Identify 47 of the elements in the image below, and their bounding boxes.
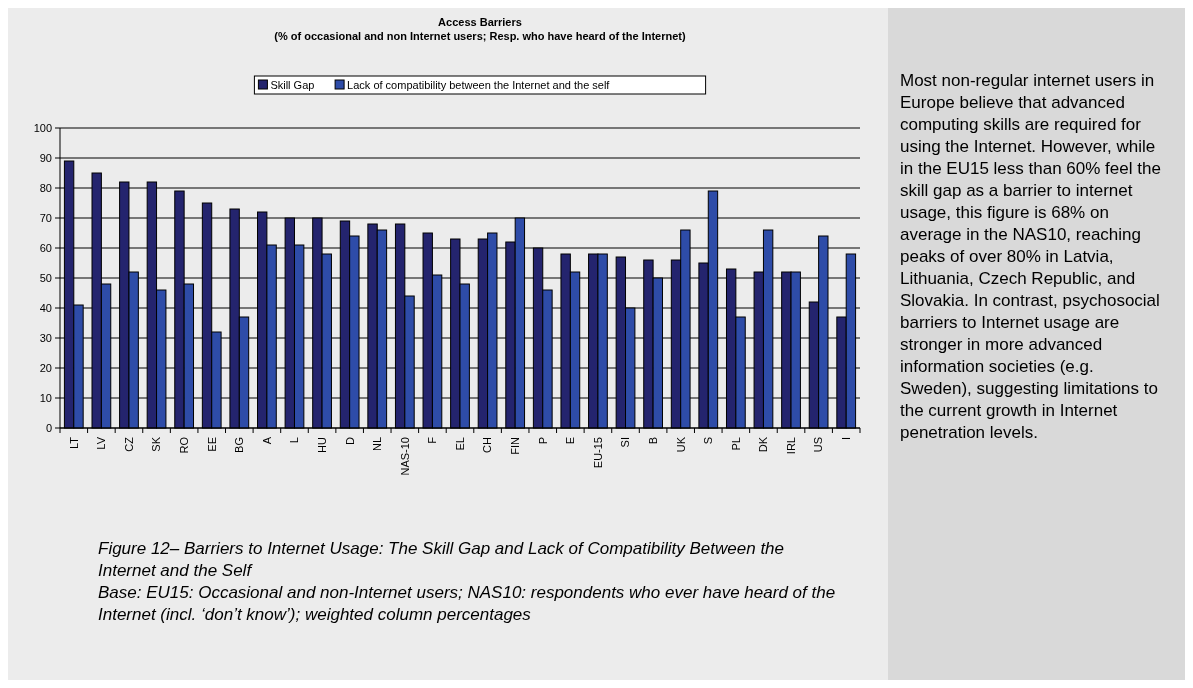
y-tick-label: 90 <box>39 151 52 164</box>
x-tick-label: IRL <box>784 437 797 455</box>
x-tick-label: RO <box>177 436 190 454</box>
x-tick-label: SK <box>150 436 163 452</box>
x-tick-label: B <box>646 437 659 445</box>
x-tick-label: P <box>536 437 549 445</box>
y-tick-label: 60 <box>39 241 52 254</box>
y-tick-label: 50 <box>39 271 52 284</box>
y-tick-label: 100 <box>33 121 52 134</box>
text: Most non-regular internet users in Europe believe that advanced computing skills are required for using the Internet. However, while in the EU15 less than 60% feel the skill gap as a barrier to internet usage, this figure is 68% on average in the NAS10, reaching peaks of over 80% in Latvia, Lithuania, Czech Republic, and Slovakia. In contrast, psychosocial barriers to Internet usage are stronger in more advanced information societies (e.g. Sweden), suggesting limitations to the current growth in Internet penetration levels. <box>900 71 1161 442</box>
x-tick-label: LT <box>67 436 80 450</box>
x-tick-label: SI <box>619 437 632 448</box>
x-tick-label: I <box>840 437 853 441</box>
x-tick-label: E <box>564 437 577 445</box>
y-tick-label: 20 <box>39 361 52 374</box>
y-tick-label: 80 <box>39 181 52 194</box>
x-tick-label: NL <box>371 437 384 452</box>
x-tick-label: EL <box>453 437 466 451</box>
x-tick-label: LV <box>95 436 108 450</box>
y-tick-label: 40 <box>39 301 52 314</box>
legend-label: Lack of compatibility between the Internet and the self <box>347 79 611 91</box>
caption: Figure 12– Barriers to Internet Usage: The Skill Gap and Lack of Compatibility Between the Internet and the Self <box>98 538 786 582</box>
x-tick-label: PL <box>729 437 742 451</box>
x-tick-label: A <box>260 436 273 445</box>
y-tick-label: 0 <box>45 421 52 434</box>
x-tick-label: CZ <box>122 436 135 452</box>
x-tick-label: NAS-10 <box>398 437 411 476</box>
text: Base: EU15: Occasional and non-Internet users; NAS10: respondents who ever have heard of the Internet (incl. ‘don’t know’); weighted column percentages <box>98 582 837 626</box>
y-tick-label: 70 <box>39 211 52 224</box>
legend-label: Skill Gap <box>270 79 315 91</box>
x-tick-label: S <box>702 437 715 445</box>
y-tick-label: 10 <box>39 391 52 404</box>
x-tick-label: DK <box>757 436 770 453</box>
x-tick-label: F <box>426 436 439 444</box>
x-tick-label: D <box>343 436 356 445</box>
x-tick-label: UK <box>674 436 687 453</box>
x-tick-label: BG <box>233 437 246 453</box>
x-tick-label: EE <box>205 437 218 452</box>
x-tick-label: EU-15 <box>591 437 604 469</box>
chart-subtitle: (% of occasional and non Internet users; Resp. who have heard of the Internet) <box>274 30 686 42</box>
x-tick-label: HU <box>315 436 328 453</box>
chart-title: Access Barriers <box>438 16 522 28</box>
x-tick-label: CH <box>481 436 494 453</box>
x-tick-label: US <box>812 437 825 453</box>
x-tick-label: FIN <box>509 436 522 455</box>
x-tick-label: L <box>288 437 301 444</box>
y-tick-label: 30 <box>39 331 52 344</box>
